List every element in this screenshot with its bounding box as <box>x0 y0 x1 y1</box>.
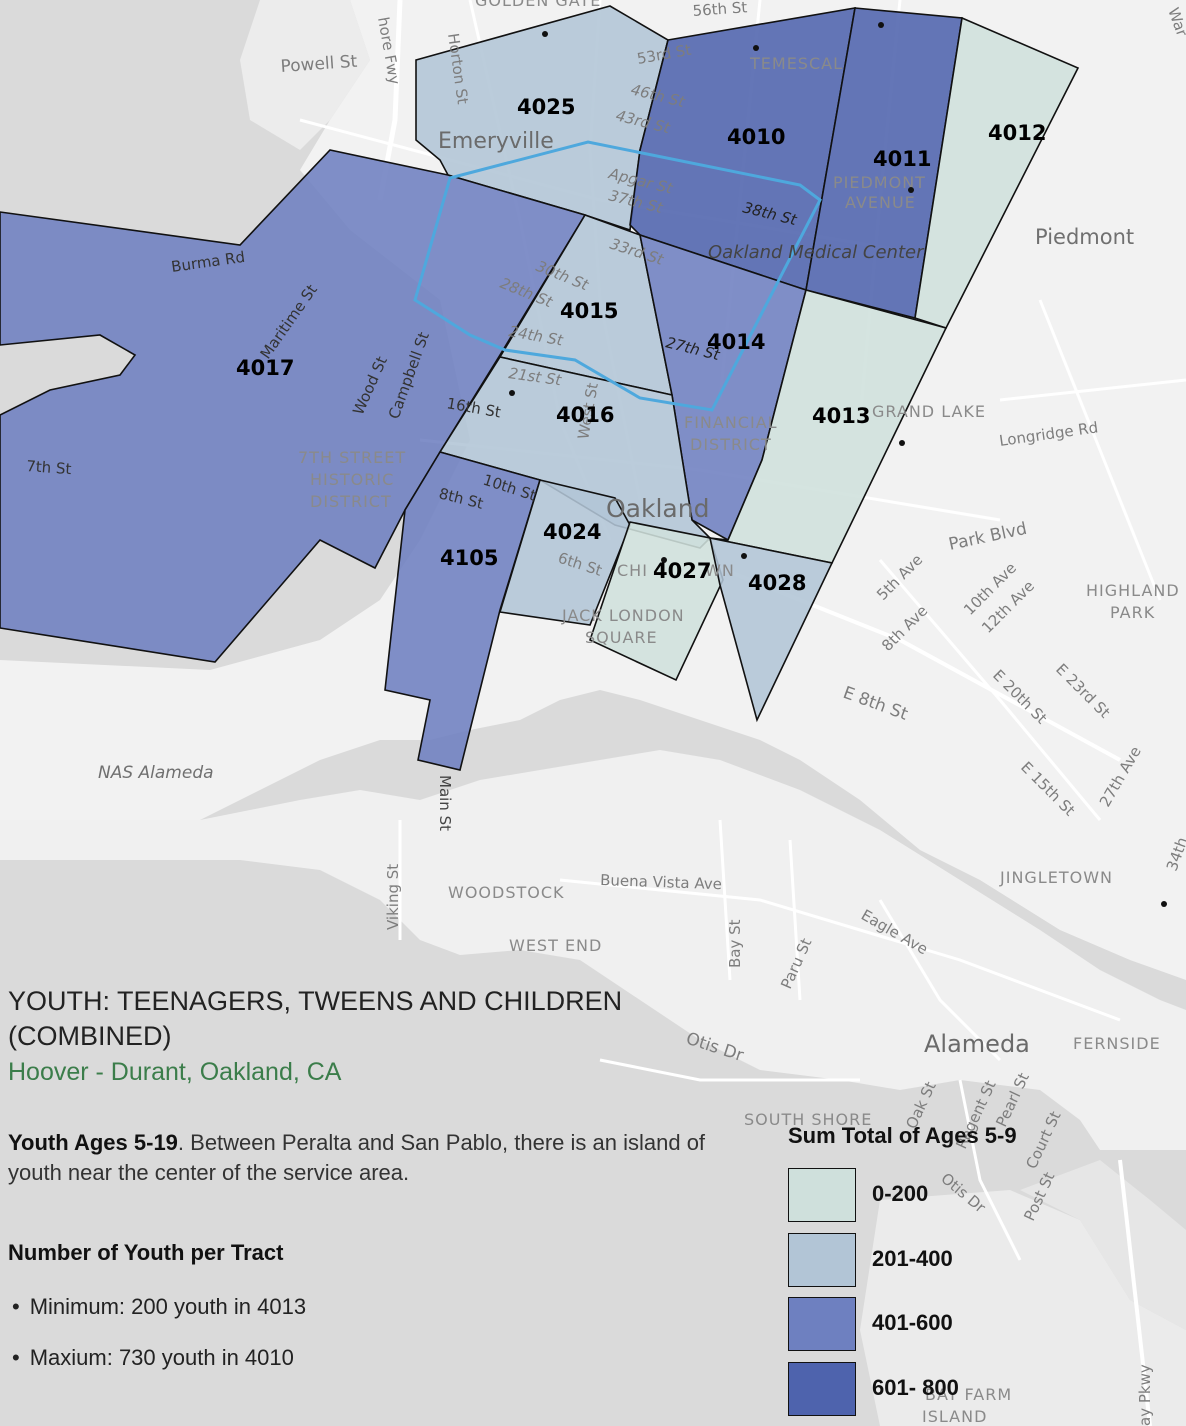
marker-dot <box>542 31 548 37</box>
marker-dot <box>1161 901 1167 907</box>
place-chinatown-1: CHI <box>617 561 648 580</box>
tract-label-4025: 4025 <box>517 95 575 119</box>
place-7th-street-1: 7TH STREET <box>298 448 406 467</box>
place-grand-lake: GRAND LAKE <box>872 402 986 421</box>
place-emeryville: Emeryville <box>438 129 554 154</box>
land-emeryville-shore <box>240 0 370 150</box>
legend-title: Sum Total of Ages 5-9 <box>788 1123 1017 1148</box>
tract-label-4027: 4027 <box>653 559 711 583</box>
legend-swatch <box>788 1168 856 1222</box>
tract-label-4011: 4011 <box>873 147 931 171</box>
tract-4028[interactable] <box>708 536 834 723</box>
marker-dot <box>878 22 884 28</box>
legend-label: 201-400 <box>872 1246 953 1271</box>
tract-label-4014: 4014 <box>707 330 765 354</box>
stats-heading: Number of Youth per Tract <box>8 1240 284 1265</box>
stats-item-minimum: Minimum: 200 youth in 4013 <box>12 1290 306 1341</box>
place-golden-gate: GOLDEN GATE <box>475 0 601 10</box>
place-oakland: Oakland <box>606 494 709 523</box>
marker-dot <box>741 553 747 559</box>
land-bay-farm <box>860 1190 1186 1426</box>
map-subtitle: Hoover - Durant, Oakland, CA <box>8 1058 342 1086</box>
place-jack-london-2: SQUARE <box>585 628 658 647</box>
street-buena-vista: Buena Vista Ave <box>600 871 722 893</box>
legend-swatch <box>788 1233 856 1287</box>
legend-swatch <box>788 1362 856 1416</box>
place-financial-1: FINANCIAL <box>684 413 778 432</box>
tract-labels: 4025 4010 4011 4012 4017 4015 4014 4013 … <box>236 95 1046 595</box>
tract-4024[interactable] <box>498 479 631 626</box>
place-financial-2: DISTRICT <box>690 435 772 454</box>
place-piedmont-avenue-2: AVENUE <box>845 193 916 212</box>
legend-label: 601- 800 <box>872 1375 959 1400</box>
tract-label-4015: 4015 <box>560 299 618 323</box>
legend-item: 201-400 <box>788 1233 1088 1289</box>
place-nas-alameda: NAS Alameda <box>98 763 214 783</box>
place-chinatown-2: WN <box>705 561 735 580</box>
tract-label-4010: 4010 <box>727 125 785 149</box>
place-oakland-medical-center: Oakland Medical Center <box>708 242 925 263</box>
place-bay-farm-2: ISLAND <box>922 1407 987 1426</box>
tract-label-4105: 4105 <box>440 546 498 570</box>
place-7th-street-3: DISTRICT <box>310 492 392 511</box>
land-alameda <box>0 750 1186 1150</box>
place-alameda: Alameda <box>924 1030 1030 1058</box>
place-bay-farm-1: BAY FARM <box>925 1385 1012 1404</box>
place-temescal: TEMESCAL <box>749 54 843 73</box>
place-jack-london-1: JACK LONDON <box>561 606 685 625</box>
street-56th: 56th St <box>692 0 748 20</box>
tract-label-4028: 4028 <box>748 571 806 595</box>
tract-label-4024: 4024 <box>543 520 601 544</box>
census-tracts <box>0 5 1080 771</box>
marker-dot <box>753 45 759 51</box>
legend-label: 401-600 <box>872 1310 953 1335</box>
place-piedmont-avenue-1: PIEDMONT <box>833 173 926 192</box>
place-south-shore: SOUTH SHORE <box>744 1110 872 1129</box>
street-viking: Viking St <box>384 864 402 930</box>
place-fernside: FERNSIDE <box>1073 1034 1161 1053</box>
legend-swatch <box>788 1297 856 1351</box>
place-7th-street-2: HISTORIC <box>310 470 394 489</box>
stats-item-maximum: Maxium: 730 youth in 4010 <box>12 1341 306 1392</box>
place-jingletown: JINGLETOWN <box>999 868 1113 887</box>
tract-4027[interactable] <box>589 521 724 682</box>
tract-label-4012: 4012 <box>988 121 1046 145</box>
stats-list: Minimum: 200 youth in 4013 Maxium: 730 y… <box>12 1290 306 1392</box>
marker-dot <box>661 557 667 563</box>
legend-item: 601- 800 <box>788 1362 1088 1418</box>
legend-item: 0-200 <box>788 1168 1088 1224</box>
place-highland-park-2: PARK <box>1110 603 1155 622</box>
tract-label-4013: 4013 <box>812 404 870 428</box>
point-markers <box>509 22 1167 907</box>
description-text: . Between Peralta and San Pablo, there i… <box>8 1130 706 1185</box>
description-bold: Youth Ages 5-19 <box>8 1130 178 1155</box>
street-bay: Bay St <box>726 919 744 968</box>
place-west-end: WEST END <box>509 936 602 955</box>
place-labels: Emeryville TEMESCAL PIEDMONT AVENUE Pied… <box>98 0 1180 1426</box>
tract-4017[interactable] <box>0 149 587 663</box>
service-area-boundary[interactable] <box>413 140 822 412</box>
marker-dot <box>509 390 515 396</box>
legend-label: 0-200 <box>872 1181 929 1206</box>
street-pkwy: ay Pkwy <box>1136 1364 1154 1426</box>
place-woodstock: WOODSTOCK <box>448 883 565 902</box>
land-bay-farm-2 <box>1020 1160 1186 1330</box>
marker-dot <box>908 187 914 193</box>
tract-label-4016: 4016 <box>556 403 614 427</box>
street-main: Main St <box>436 775 454 831</box>
description: Youth Ages 5-19. Between Peralta and San… <box>8 1128 728 1188</box>
place-piedmont: Piedmont <box>1035 225 1134 249</box>
tract-label-4017: 4017 <box>236 356 294 380</box>
legend-item: 401-600 <box>788 1297 1088 1353</box>
marker-dot <box>899 440 905 446</box>
street-7th: 7th St <box>26 457 72 478</box>
place-highland-park-1: HIGHLAND <box>1086 581 1180 600</box>
map-title: YOUTH: TEENAGERS, TWEENS AND CHILDREN (C… <box>8 986 623 1051</box>
